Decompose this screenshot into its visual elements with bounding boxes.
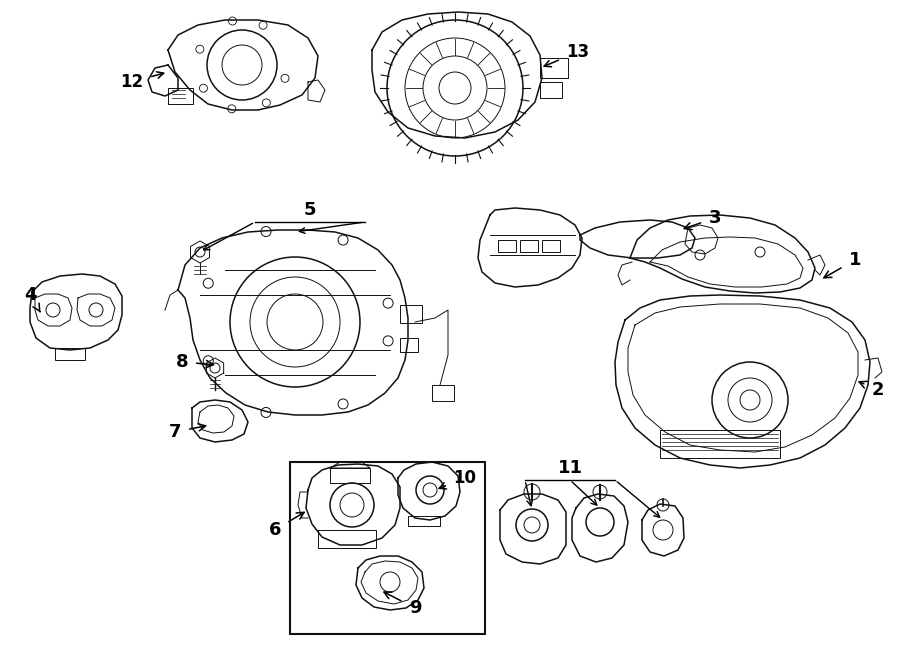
- Bar: [330, 468, 370, 483]
- Text: 10: 10: [439, 469, 476, 489]
- Bar: [168, 88, 193, 104]
- Text: 8: 8: [176, 353, 213, 371]
- Bar: [520, 240, 538, 252]
- Bar: [400, 305, 422, 323]
- Text: 12: 12: [121, 71, 164, 91]
- Bar: [498, 240, 516, 252]
- Bar: [408, 516, 440, 526]
- Bar: [400, 338, 418, 352]
- Bar: [540, 82, 562, 98]
- Bar: [432, 385, 454, 401]
- Bar: [290, 462, 485, 634]
- Text: 4: 4: [23, 286, 40, 312]
- Bar: [540, 58, 568, 78]
- Text: 3: 3: [684, 209, 721, 230]
- Text: 1: 1: [824, 251, 861, 278]
- Text: 11: 11: [557, 459, 582, 477]
- Text: 2: 2: [860, 381, 884, 399]
- Text: 7: 7: [169, 423, 205, 441]
- Bar: [542, 240, 560, 252]
- Text: 13: 13: [544, 43, 590, 67]
- Text: 5: 5: [304, 201, 316, 219]
- Bar: [318, 530, 376, 548]
- Text: 9: 9: [384, 592, 421, 617]
- Text: 6: 6: [269, 512, 304, 539]
- Bar: [55, 348, 85, 360]
- Bar: [660, 430, 780, 458]
